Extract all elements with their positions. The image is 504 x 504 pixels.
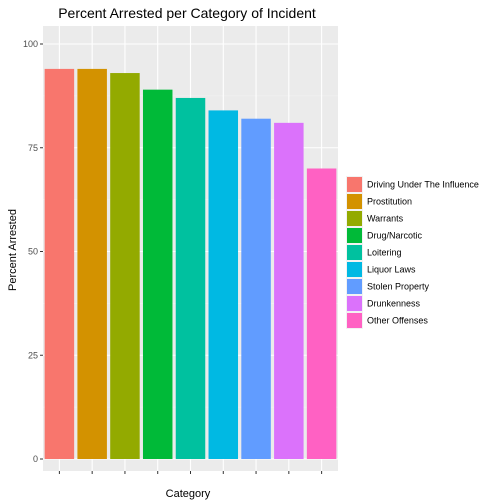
x-axis-title: Category xyxy=(166,488,211,500)
bar xyxy=(44,68,75,460)
legend-item: Stolen Property xyxy=(346,278,430,295)
y-tick-label: 25 xyxy=(28,350,38,360)
legend-item: Prostitution xyxy=(346,193,412,210)
legend-label: Other Offenses xyxy=(367,316,428,326)
y-axis-title: Percent Arrested xyxy=(7,209,19,291)
legend: Driving Under The Influence Prostitution W… xyxy=(346,176,479,329)
bar xyxy=(77,68,107,460)
bar xyxy=(208,110,239,460)
legend-swatch xyxy=(347,245,362,260)
legend-item: Other Offenses xyxy=(346,312,428,329)
legend-label: Drunkenness xyxy=(367,299,421,309)
bars xyxy=(44,68,337,460)
legend-swatch xyxy=(347,194,362,209)
bar xyxy=(142,89,173,460)
legend-swatch xyxy=(347,262,362,277)
legend-label: Loitering xyxy=(367,248,402,258)
y-axis: 0 25 50 75 100 xyxy=(23,39,43,464)
legend-item: Loitering xyxy=(346,244,402,261)
legend-label: Driving Under The Influence xyxy=(367,180,479,190)
y-tick-label: 100 xyxy=(23,39,38,49)
y-tick-label: 75 xyxy=(28,143,38,153)
x-axis xyxy=(58,471,323,474)
y-tick-label: 50 xyxy=(28,247,38,257)
legend-item: Warrants xyxy=(346,210,404,227)
legend-label: Drug/Narcotic xyxy=(367,231,423,241)
legend-swatch xyxy=(347,279,362,294)
legend-item: Liquor Laws xyxy=(346,261,416,278)
legend-label: Liquor Laws xyxy=(367,265,416,275)
legend-swatch xyxy=(347,296,362,311)
bar xyxy=(241,118,271,459)
y-tick-label: 0 xyxy=(33,454,38,464)
bar xyxy=(110,73,140,460)
legend-item: Driving Under The Influence xyxy=(346,176,479,193)
legend-swatch xyxy=(347,228,362,243)
legend-swatch xyxy=(347,177,362,192)
bar xyxy=(175,97,206,459)
legend-label: Prostitution xyxy=(367,197,412,207)
legend-item: Drunkenness xyxy=(346,295,421,312)
legend-item: Drug/Narcotic xyxy=(346,227,423,244)
bar xyxy=(274,122,304,459)
legend-swatch xyxy=(347,313,362,328)
legend-swatch xyxy=(347,211,362,226)
legend-label: Stolen Property xyxy=(367,282,430,292)
legend-label: Warrants xyxy=(367,214,404,224)
bar xyxy=(306,168,337,459)
chart-title: Percent Arrested per Category of Inciden… xyxy=(58,5,316,21)
